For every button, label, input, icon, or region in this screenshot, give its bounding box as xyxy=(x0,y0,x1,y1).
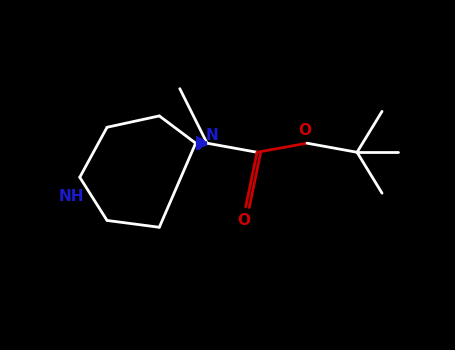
Text: O: O xyxy=(298,123,311,138)
Text: NH: NH xyxy=(59,189,84,204)
Text: O: O xyxy=(237,213,250,228)
Text: N: N xyxy=(206,127,219,142)
